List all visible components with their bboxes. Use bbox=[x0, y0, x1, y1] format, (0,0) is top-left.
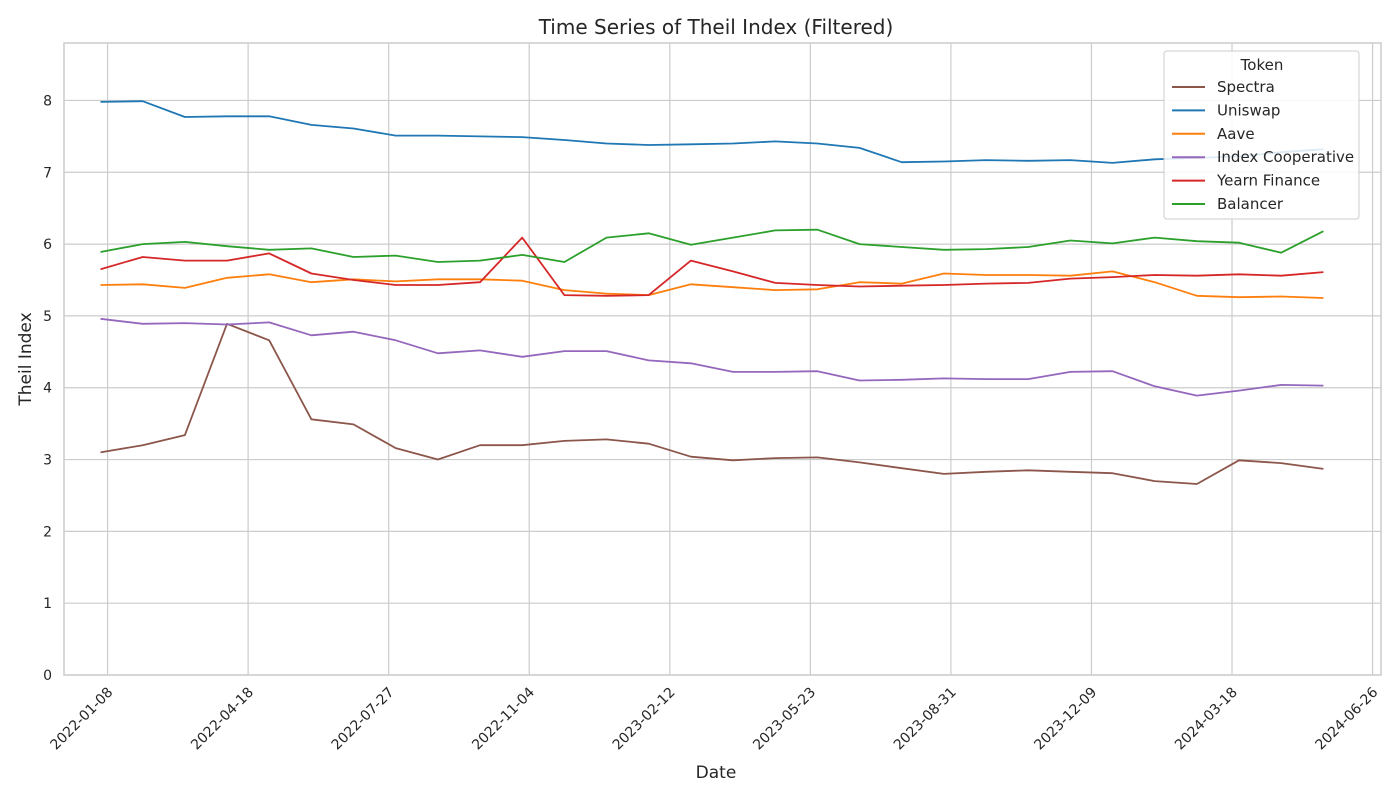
chart-title: Time Series of Theil Index (Filtered) bbox=[538, 15, 894, 39]
x-tick-label: 2022-11-04 bbox=[469, 684, 538, 753]
x-tick-label: 2022-01-08 bbox=[48, 685, 117, 754]
y-tick-label: 3 bbox=[43, 453, 52, 469]
y-tick-label: 7 bbox=[43, 165, 52, 181]
legend-items: Spectra Uniswap Aave Index Cooperative Yearn… bbox=[1172, 78, 1354, 213]
y-tick-label: 6 bbox=[43, 237, 52, 253]
series-line-aave bbox=[100, 270, 1324, 299]
y-tick-label: 4 bbox=[43, 381, 52, 397]
x-tick-label: 2022-07-27 bbox=[329, 685, 398, 754]
x-axis-label: Date bbox=[696, 763, 737, 783]
x-tick-label: 2023-12-09 bbox=[1031, 685, 1100, 754]
y-axis-label: Theil Index bbox=[16, 312, 36, 406]
x-tick-label: 2024-06-26 bbox=[1313, 684, 1382, 753]
x-tick-label: 2024-03-18 bbox=[1172, 685, 1241, 754]
legend-title: Token bbox=[1240, 56, 1284, 74]
series-line-balancer bbox=[100, 228, 1324, 263]
series-line-index-cooperative bbox=[100, 317, 1324, 397]
x-tick-label: 2023-05-23 bbox=[750, 685, 819, 754]
y-tick-label: 5 bbox=[43, 309, 52, 325]
y-tick-labels: 0 1 2 3 4 5 6 7 8 bbox=[43, 93, 52, 684]
x-tick-label: 2023-08-31 bbox=[891, 685, 960, 754]
x-tick-label: 2022-04-18 bbox=[188, 685, 257, 754]
series-lines bbox=[100, 100, 1324, 485]
y-tick-label: 1 bbox=[43, 596, 52, 612]
legend-entry-label: Yearn Finance bbox=[1216, 172, 1320, 190]
series-line-yearn-finance bbox=[100, 236, 1324, 297]
series-line-uniswap bbox=[100, 100, 1324, 164]
legend-entry-label: Aave bbox=[1217, 125, 1255, 143]
x-tick-labels: 2022-01-08 2022-04-18 2022-07-27 2022-11-04… bbox=[48, 684, 1382, 753]
y-tick-label: 8 bbox=[43, 93, 52, 109]
grid-lines bbox=[64, 43, 1381, 676]
legend-box bbox=[1163, 50, 1360, 220]
y-tick-label: 2 bbox=[43, 524, 52, 540]
legend-entry-label: Balancer bbox=[1217, 195, 1284, 213]
legend-entry-label: Uniswap bbox=[1217, 101, 1280, 119]
series-line-spectra bbox=[100, 322, 1324, 485]
legend-entry-label: Index Cooperative bbox=[1217, 148, 1354, 166]
x-tick-label: 2023-02-12 bbox=[610, 685, 679, 754]
plot-frame bbox=[63, 42, 1382, 676]
legend: Token Spectra Uniswap Aave Index Cooperativ… bbox=[1163, 50, 1360, 220]
y-tick-label: 0 bbox=[43, 668, 52, 684]
legend-entry-label: Spectra bbox=[1217, 78, 1275, 96]
